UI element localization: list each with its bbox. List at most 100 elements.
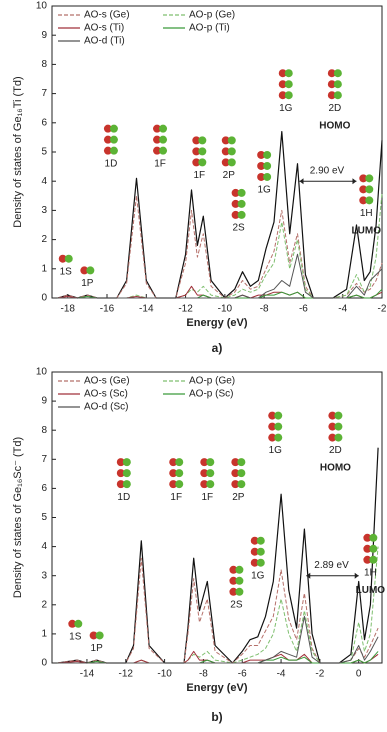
orbital-icon <box>235 587 244 596</box>
x-tick-label: -8 <box>199 669 208 680</box>
orbital-icon <box>369 555 378 564</box>
orbital-icon <box>274 433 283 442</box>
orbital-icon <box>103 124 112 133</box>
chart: 0 1 2 3 4 5 6 7 8 9 10 -18 -16 -14 -12 -10 -8 -6 -4 -2 Energ… <box>12 1 387 356</box>
orbital-icon <box>198 147 207 156</box>
orbital-icon <box>169 480 178 489</box>
annotation: 2P <box>223 170 236 181</box>
annotation: 1G <box>257 185 271 196</box>
annotation: HOMO <box>319 120 350 131</box>
series-line <box>57 447 379 664</box>
orbital-icon <box>86 266 95 275</box>
orbital-icon <box>237 480 246 489</box>
legend-label: AO-d (Ti) <box>84 36 125 47</box>
orbital-icon <box>175 458 184 467</box>
orbital-icon <box>175 469 184 478</box>
annotation: 1G <box>279 103 293 114</box>
x-tick-label: -6 <box>299 304 308 315</box>
annotation: 1G <box>269 445 283 456</box>
legend-label: AO-p (Sc) <box>189 389 233 400</box>
y-tick-label: 6 <box>41 483 47 494</box>
orbital-icon <box>200 458 209 467</box>
orbital-icon <box>365 174 374 183</box>
arrow-head <box>299 178 304 185</box>
orbital-icon <box>365 185 374 194</box>
y-tick-label: 7 <box>41 454 47 465</box>
orbital-icon <box>229 587 238 596</box>
orbital-icon <box>333 69 342 78</box>
annotation: 2D <box>328 103 341 114</box>
y-tick-label: 5 <box>41 512 47 523</box>
x-tick-label: -4 <box>277 669 286 680</box>
orbital-icon <box>231 188 240 197</box>
orbital-icon <box>64 254 73 263</box>
x-tick-label: -2 <box>315 669 324 680</box>
y-tick-label: 0 <box>41 293 47 304</box>
x-axis-label: Energy (eV) <box>186 317 247 329</box>
orbital-icon <box>221 136 230 145</box>
orbital-icon <box>159 135 168 144</box>
orbital-icon <box>333 91 342 100</box>
orbital-icon <box>327 80 336 89</box>
orbital-icon <box>334 422 343 431</box>
orbital-icon <box>328 422 337 431</box>
orbital-icon <box>153 124 162 133</box>
annotation: 2.89 eV <box>314 560 349 571</box>
orbital-icon <box>363 544 372 553</box>
orbital-icon <box>159 124 168 133</box>
orbital-icon <box>284 80 293 89</box>
orbital-icon <box>359 185 368 194</box>
y-axis-label: Density of states of Ge₁₆Ti (Td) <box>12 76 24 227</box>
orbital-icon <box>256 547 265 556</box>
arrow-head <box>352 178 357 185</box>
annotation: HOMO <box>320 463 351 474</box>
annotation: 2S <box>232 223 245 234</box>
orbital-icon <box>198 158 207 167</box>
x-tick-label: -12 <box>178 304 193 315</box>
x-tick-label: -2 <box>378 304 387 315</box>
orbital-icon <box>200 469 209 478</box>
x-tick-label: 0 <box>356 669 362 680</box>
orbital-icon <box>198 136 207 145</box>
orbital-icon <box>235 565 244 574</box>
orbital-icon <box>328 433 337 442</box>
legend-label: AO-s (Sc) <box>84 389 128 400</box>
y-tick-label: 3 <box>41 205 47 216</box>
orbital-icon <box>122 458 131 467</box>
orbital-icon <box>250 558 259 567</box>
orbital-icon <box>227 136 236 145</box>
orbital-icon <box>327 69 336 78</box>
annotation: 2.90 eV <box>310 166 345 177</box>
orbital-icon <box>250 547 259 556</box>
orbital-icon <box>229 576 238 585</box>
orbital-icon <box>256 558 265 567</box>
orbital-icon <box>192 136 201 145</box>
legend-label: AO-s (Ti) <box>84 23 124 34</box>
orbital-icon <box>74 619 83 628</box>
x-tick-label: -4 <box>338 304 347 315</box>
orbital-icon <box>122 469 131 478</box>
orbital-icon <box>257 172 266 181</box>
orbital-icon <box>116 458 125 467</box>
annotation: LUMO <box>356 585 386 596</box>
orbital-icon <box>263 150 272 159</box>
orbital-icon <box>122 480 131 489</box>
x-tick-label: -14 <box>80 669 95 680</box>
y-tick-label: 5 <box>41 147 47 158</box>
orbital-icon <box>206 469 215 478</box>
orbital-icon <box>109 146 118 155</box>
orbital-icon <box>231 199 240 208</box>
legend-label: AO-p (Ge) <box>189 376 235 387</box>
legend-label: AO-p (Ge) <box>189 10 235 21</box>
orbital-icon <box>284 91 293 100</box>
orbital-icon <box>227 147 236 156</box>
orbital-icon <box>116 480 125 489</box>
orbital-icon <box>256 536 265 545</box>
y-axis-label: Density of states of Ge₁₆Sc⁻ (Td) <box>12 437 24 598</box>
y-tick-label: 9 <box>41 30 47 41</box>
y-tick-label: 8 <box>41 59 47 70</box>
orbital-icon <box>231 469 240 478</box>
orbital-icon <box>237 210 246 219</box>
orbital-icon <box>278 91 287 100</box>
